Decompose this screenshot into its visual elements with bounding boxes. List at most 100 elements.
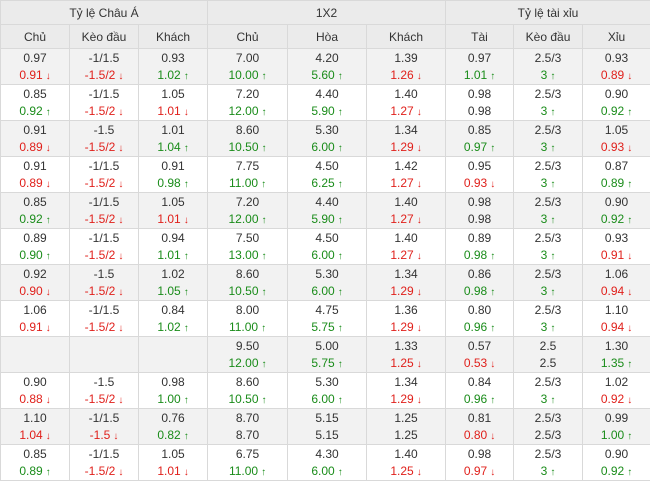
- odds-row[interactable]: 0.85 0.92 ↑ -1/1.5 -1.5/2 ↓ 1.05 1.01 ↓ 7.20 12.00…: [0, 192, 650, 229]
- current-value-number: 6.25: [311, 175, 335, 190]
- arrow-up-icon: ↑: [261, 322, 267, 334]
- arrow-up-icon: ↑: [45, 214, 51, 226]
- current-value: 0.82 ↑: [139, 427, 207, 444]
- odds-cell: 2.5/3 2.5/3: [513, 408, 584, 445]
- odds-cell: [137, 336, 209, 373]
- arrow-down-icon: ↓: [45, 286, 51, 298]
- odds-cell: 1.42 1.27 ↓: [366, 156, 447, 193]
- odds-cell: 4.50 6.25 ↑: [287, 156, 368, 193]
- opening-value: 4.50: [315, 158, 339, 173]
- odds-row[interactable]: 0.89 0.90 ↑ -1/1.5 -1.5/2 ↓ 0.94 1.01 ↑ 7.50 13.00…: [0, 228, 650, 265]
- current-value: -1.5/2 ↓: [70, 211, 138, 228]
- current-value-number: 1.02: [157, 319, 181, 334]
- arrow-up-icon: ↑: [490, 250, 496, 262]
- arrow-up-icon: ↑: [337, 322, 343, 334]
- odds-cell: 0.97 0.91 ↓: [0, 48, 70, 85]
- current-value: 12.00 ↑: [208, 355, 287, 372]
- opening-value: 0.97: [23, 50, 47, 65]
- odds-row[interactable]: 0.92 0.90 ↓ -1.5 -1.5/2 ↓ 1.02 1.05 ↑ 8.60 10.50 ↑ 5…: [0, 264, 650, 301]
- current-value: 1.02 ↑: [139, 319, 207, 336]
- current-value-number: -1.5/2: [84, 247, 116, 262]
- current-value: 0.89 ↑: [583, 175, 650, 192]
- opening-value: 0.92: [23, 266, 47, 281]
- odds-cell: 0.86 0.98 ↑: [445, 264, 515, 301]
- opening-value: 1.36: [394, 302, 418, 317]
- current-value-number: 5.15: [315, 427, 339, 442]
- current-value-number: 0.82: [157, 427, 181, 442]
- arrow-down-icon: ↓: [118, 322, 124, 334]
- current-value: 1.01 ↓: [139, 103, 207, 120]
- arrow-up-icon: ↑: [550, 466, 556, 478]
- opening-value: 0.97: [467, 50, 492, 65]
- group-1x2: 1X2: [207, 0, 447, 25]
- odds-cell: 0.93 0.89 ↓: [582, 48, 650, 85]
- current-value-number: 10.00: [228, 67, 259, 82]
- odds-row[interactable]: 0.85 0.92 ↑ -1/1.5 -1.5/2 ↓ 1.05 1.01 ↓ 7.20 12.00…: [0, 84, 650, 121]
- odds-cell: 2.5/3 3 ↑: [513, 192, 584, 229]
- current-value-number: 0.89: [19, 139, 43, 154]
- odds-row[interactable]: 1.10 1.04 ↓ -1/1.5 -1.5 ↓ 0.76 0.82 ↑ 8.70 8.70 5.1…: [0, 408, 650, 445]
- odds-cell: 2.5/3 3 ↑: [513, 120, 584, 157]
- current-value-number: 0.93: [600, 139, 625, 154]
- current-value: 0.98: [446, 211, 513, 228]
- opening-value: 0.90: [604, 446, 629, 461]
- opening-value: 1.25: [394, 410, 418, 425]
- opening-value: -1/1.5: [88, 158, 120, 173]
- arrow-up-icon: ↑: [183, 70, 189, 82]
- odds-row[interactable]: 9.50 12.00 ↑ 5.00 5.75 ↑ 1.33 1.25 ↓ 0.57 0.53 ↓ 2.5…: [0, 336, 650, 373]
- odds-cell: 0.98 0.97 ↓: [445, 444, 515, 481]
- current-value: 0.91 ↓: [1, 319, 69, 336]
- odds-row[interactable]: 0.90 0.88 ↓ -1.5 -1.5/2 ↓ 0.98 1.00 ↑ 8.60 10.50 ↑ 5…: [0, 372, 650, 409]
- odds-row[interactable]: 0.91 0.89 ↓ -1/1.5 -1.5/2 ↓ 0.91 0.98 ↑ 7.75 11.00…: [0, 156, 650, 193]
- odds-row[interactable]: 0.91 0.89 ↓ -1.5 -1.5/2 ↓ 1.01 1.04 ↑ 8.60 10.50 ↑ 5…: [0, 120, 650, 157]
- arrow-up-icon: ↑: [490, 70, 496, 82]
- odds-cell: 7.50 13.00 ↑: [207, 228, 289, 265]
- odds-cell: 0.85 0.89 ↑: [0, 444, 70, 481]
- odds-cell: 1.40 1.25 ↓: [366, 444, 447, 481]
- arrow-up-icon: ↑: [45, 466, 51, 478]
- opening-value: 5.30: [315, 374, 339, 389]
- odds-cell: 0.87 0.89 ↑: [582, 156, 650, 193]
- current-value-number: -1.5/2: [84, 103, 116, 118]
- opening-value: 0.98: [467, 86, 492, 101]
- opening-value: 0.81: [467, 410, 492, 425]
- current-value: 12.00 ↑: [208, 211, 287, 228]
- current-value-number: 1.00: [600, 427, 625, 442]
- opening-value: 7.20: [235, 194, 260, 209]
- current-value-number: 1.04: [19, 427, 43, 442]
- opening-value: 0.93: [604, 230, 629, 245]
- current-value: 3 ↑: [514, 391, 582, 408]
- arrow-down-icon: ↓: [416, 250, 422, 262]
- current-value: 1.29 ↓: [367, 319, 445, 336]
- opening-value: -1/1.5: [88, 446, 120, 461]
- odds-cell: 2.5/3 3 ↑: [513, 264, 584, 301]
- current-value: 0.97 ↓: [446, 463, 513, 480]
- odds-row[interactable]: 0.97 0.91 ↓ -1/1.5 -1.5/2 ↓ 0.93 1.02 ↑ 7.00 10.00…: [0, 48, 650, 85]
- current-value: 1.01 ↓: [139, 463, 207, 480]
- current-value-number: 0.98: [157, 175, 181, 190]
- current-value: 3 ↑: [514, 319, 582, 336]
- current-value-number: 11.00: [228, 319, 259, 334]
- arrow-down-icon: ↓: [113, 430, 119, 442]
- odds-cell: 1.34 1.29 ↓: [366, 120, 447, 157]
- arrow-down-icon: ↓: [416, 322, 422, 334]
- arrow-down-icon: ↓: [490, 178, 496, 190]
- odds-row[interactable]: 0.85 0.89 ↑ -1/1.5 -1.5/2 ↓ 1.05 1.01 ↓ 6.75 11.00…: [0, 444, 650, 481]
- current-value-number: 1.35: [600, 355, 625, 370]
- odds-cell: 1.25 1.25: [366, 408, 447, 445]
- odds-row[interactable]: 1.06 0.91 ↓ -1/1.5 -1.5/2 ↓ 0.84 1.02 ↑ 8.00 11.00…: [0, 300, 650, 337]
- odds-cell: 2.5/3 3 ↑: [513, 84, 584, 121]
- col-header-away-win: Khách: [366, 24, 447, 49]
- opening-value: 0.90: [604, 194, 629, 209]
- current-value: 12.00 ↑: [208, 103, 287, 120]
- current-value: 0.89 ↓: [583, 67, 650, 84]
- current-value-number: 0.92: [600, 103, 625, 118]
- odds-cell: 1.34 1.29 ↓: [366, 372, 447, 409]
- arrow-up-icon: ↑: [337, 142, 343, 154]
- current-value-number: 0.93: [463, 175, 488, 190]
- opening-value: 1.02: [604, 374, 629, 389]
- opening-value: 1.10: [604, 302, 629, 317]
- arrow-up-icon: ↑: [45, 250, 51, 262]
- odds-cell: 0.94 1.01 ↑: [137, 228, 209, 265]
- odds-cell: 1.39 1.26 ↓: [366, 48, 447, 85]
